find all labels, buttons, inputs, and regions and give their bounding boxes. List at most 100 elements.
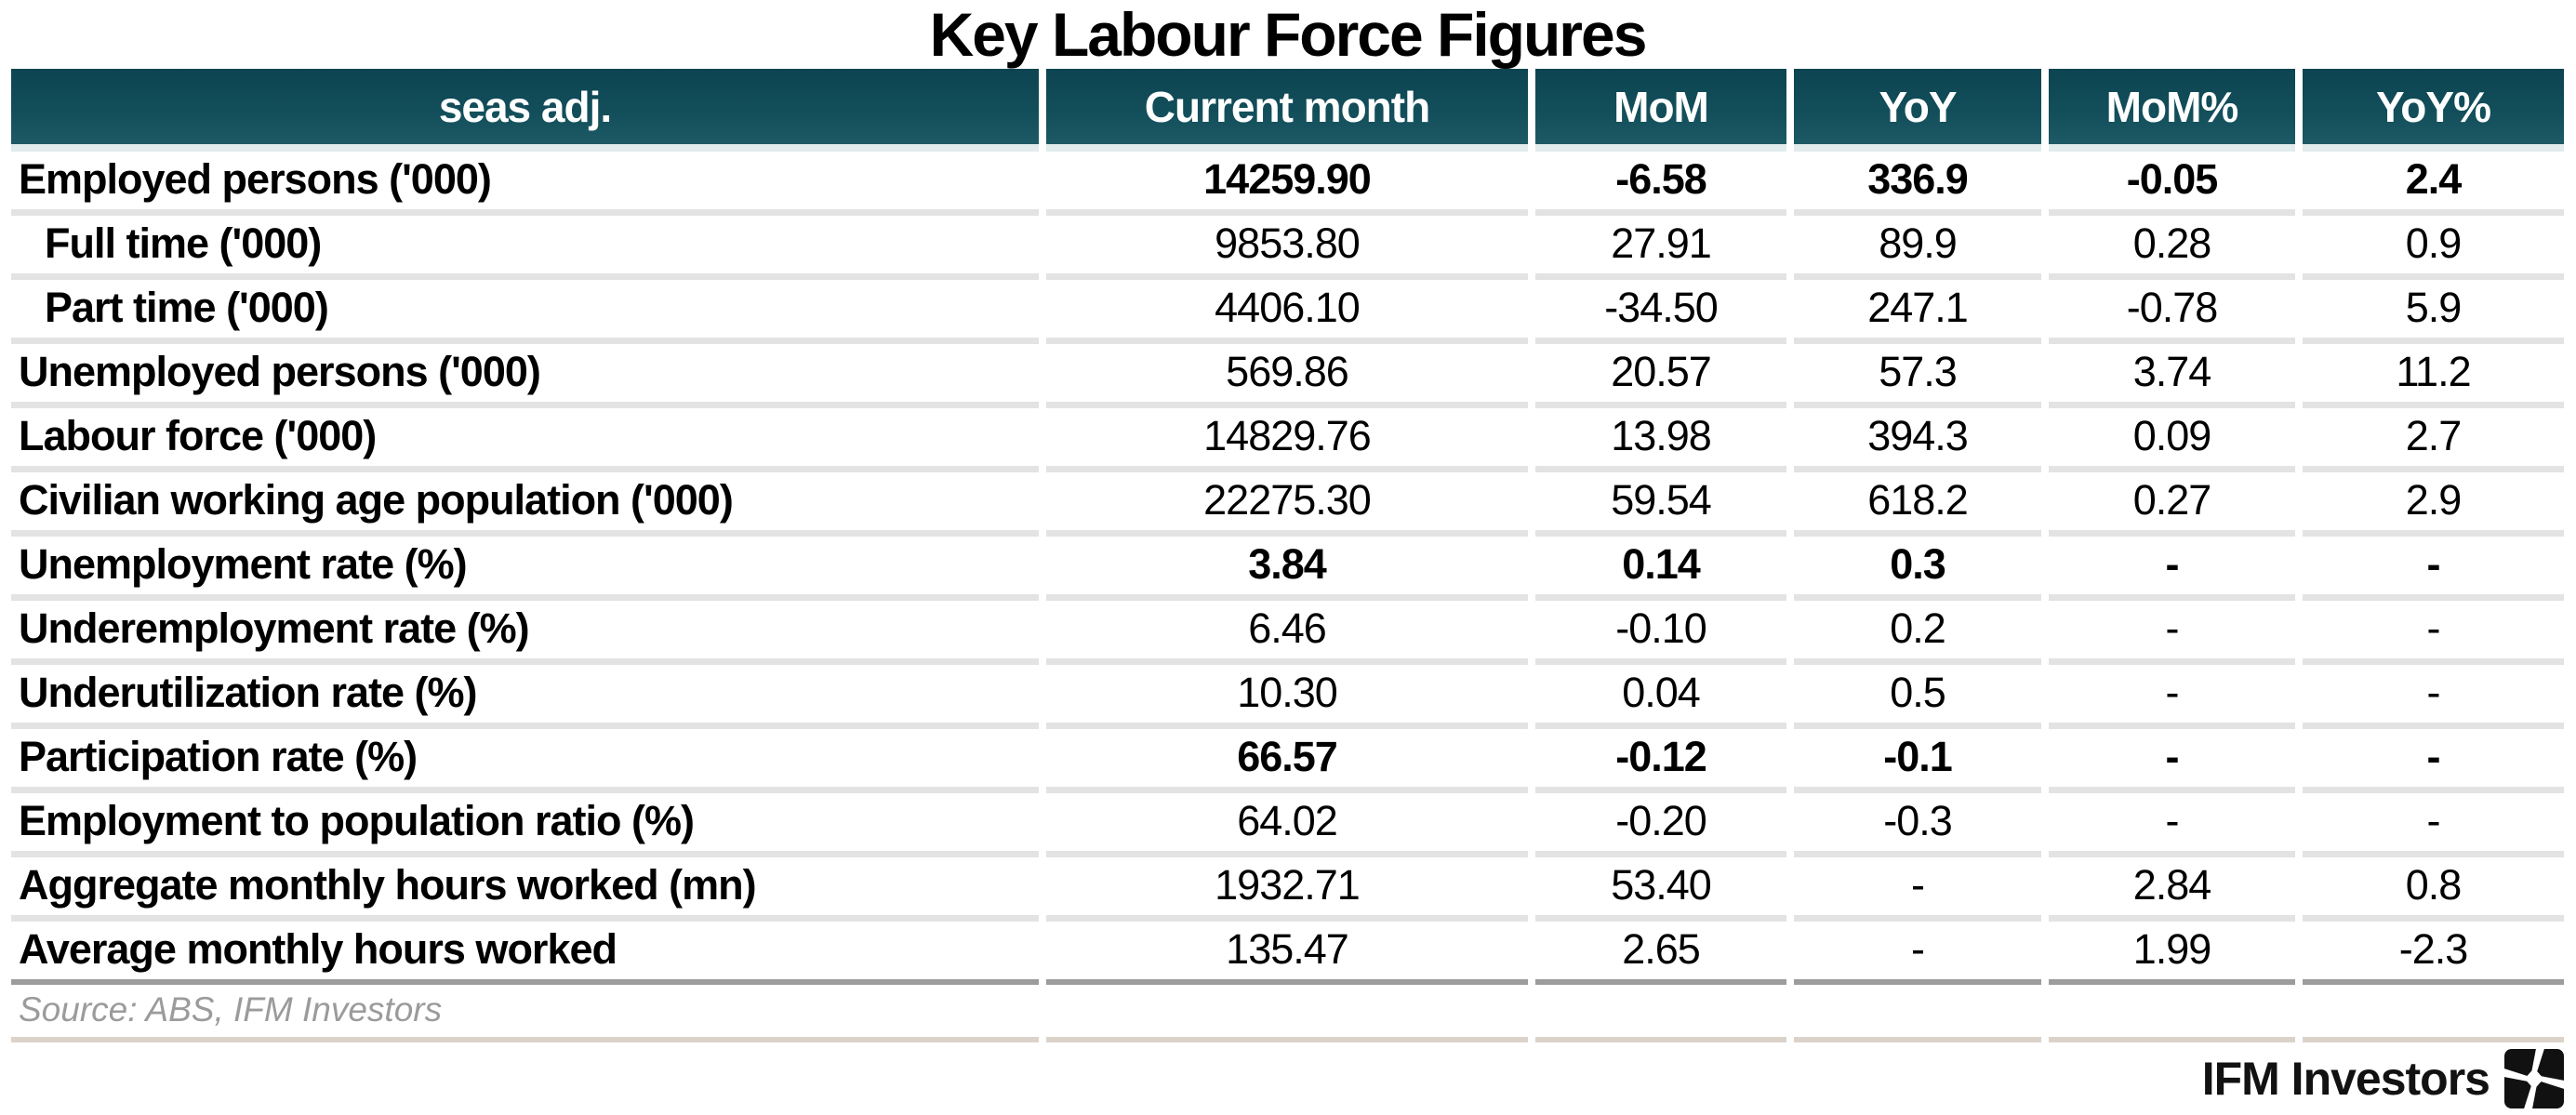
table-row: Employment to population ratio (%) 64.02-… [11, 793, 2564, 857]
row-label: Underemployment rate (%) [11, 601, 1039, 665]
row-value: 336.9 [1794, 152, 2041, 216]
table-header-row: seas adj. Current month MoM YoY MoM% YoY% [11, 69, 2564, 152]
table-row: Underemployment rate (%) 6.46 -0.10 0.2- - [11, 601, 2564, 665]
row-value: 247.1 [1794, 280, 2041, 344]
row-value: 11.2 [2303, 344, 2564, 408]
row-value: 2.84 [2049, 857, 2295, 922]
row-value: - [2303, 729, 2564, 793]
column-header-3: YoY [1794, 69, 2041, 152]
row-value: 2.4 [2303, 152, 2564, 216]
row-value: - [2303, 793, 2564, 857]
row-value: 89.9 [1794, 216, 2041, 280]
row-value: 1.99 [2049, 922, 2295, 985]
table-row: Employed persons ('000) 14259.90 -6.58 336.… [11, 152, 2564, 216]
row-value: 14829.76 [1046, 408, 1528, 472]
column-header-4: MoM% [2049, 69, 2295, 152]
row-label: Civilian working age population ('000) [11, 472, 1039, 537]
source-row-spacer [1794, 985, 2041, 1042]
row-value: -0.05 [2049, 152, 2295, 216]
source-row-spacer [2049, 985, 2295, 1042]
row-value: 0.9 [2303, 216, 2564, 280]
row-value: 1932.71 [1046, 857, 1528, 922]
column-header-5: YoY% [2303, 69, 2564, 152]
table-row: Average monthly hours worked 135.47 2.65-1… [11, 922, 2564, 985]
row-label: Employed persons ('000) [11, 152, 1039, 216]
row-value: 57.3 [1794, 344, 2041, 408]
row-value: - [2049, 665, 2295, 729]
row-label: Employment to population ratio (%) [11, 793, 1039, 857]
row-value: 2.9 [2303, 472, 2564, 537]
page-title: Key Labour Force Figures [929, 0, 1648, 69]
table-row: Full time ('000) 9853.80 27.91 89.9 0.28 0.9 [11, 216, 2564, 280]
source-row-spacer [1535, 985, 1786, 1042]
row-value: 13.98 [1535, 408, 1786, 472]
table-row: Participation rate (%) 66.57 -0.12 -0.1- - [11, 729, 2564, 793]
row-label: Average monthly hours worked [11, 922, 1039, 985]
row-value: -0.1 [1794, 729, 2041, 793]
column-header-0: seas adj. [11, 69, 1039, 152]
row-value: 0.04 [1535, 665, 1786, 729]
row-label: Part time ('000) [11, 280, 1039, 344]
row-value: 0.2 [1794, 601, 2041, 665]
row-label: Labour force ('000) [11, 408, 1039, 472]
source-row-spacer [1046, 985, 1528, 1042]
table-row: Unemployed persons ('000) 569.86 20.57 57.3… [11, 344, 2564, 408]
row-value: 20.57 [1535, 344, 1786, 408]
brand-wordmark: IFM Investors [2201, 1053, 2490, 1105]
row-value: 0.09 [2049, 408, 2295, 472]
row-value: -0.3 [1794, 793, 2041, 857]
row-label: Unemployment rate (%) [11, 537, 1039, 601]
row-value: - [2049, 537, 2295, 601]
row-value: - [2303, 537, 2564, 601]
row-value: 14259.90 [1046, 152, 1528, 216]
row-value: 135.47 [1046, 922, 1528, 985]
row-label: Underutilization rate (%) [11, 665, 1039, 729]
row-value: 618.2 [1794, 472, 2041, 537]
row-value: 0.8 [2303, 857, 2564, 922]
column-header-1: Current month [1046, 69, 1528, 152]
row-value: 5.9 [2303, 280, 2564, 344]
row-value: 10.30 [1046, 665, 1528, 729]
source-row: Source: ABS, IFM Investors [11, 985, 2564, 1042]
row-value: 569.86 [1046, 344, 1528, 408]
row-value: 0.14 [1535, 537, 1786, 601]
table-row: Part time ('000) 4406.10 -34.50 247.1 -0.78 5… [11, 280, 2564, 344]
table-row: Underutilization rate (%) 10.30 0.04 0.5- - [11, 665, 2564, 729]
row-value: 27.91 [1535, 216, 1786, 280]
row-value: -0.10 [1535, 601, 1786, 665]
row-value: 0.3 [1794, 537, 2041, 601]
column-header-2: MoM [1535, 69, 1786, 152]
row-value: 0.28 [2049, 216, 2295, 280]
row-value: - [1794, 857, 2041, 922]
table-row: Civilian working age population ('000) 22… [11, 472, 2564, 537]
row-value: -0.20 [1535, 793, 1786, 857]
footer-branding: IFM Investors [11, 1042, 2564, 1115]
row-value: 9853.80 [1046, 216, 1528, 280]
row-value: -2.3 [2303, 922, 2564, 985]
row-value: - [2049, 729, 2295, 793]
row-value: 3.84 [1046, 537, 1528, 601]
row-value: 0.27 [2049, 472, 2295, 537]
row-value: -0.78 [2049, 280, 2295, 344]
row-value: 53.40 [1535, 857, 1786, 922]
row-value: 22275.30 [1046, 472, 1528, 537]
row-value: 394.3 [1794, 408, 2041, 472]
row-label: Unemployed persons ('000) [11, 344, 1039, 408]
row-value: - [2049, 601, 2295, 665]
source-note: Source: ABS, IFM Investors [11, 985, 1039, 1042]
row-value: 59.54 [1535, 472, 1786, 537]
row-value: 4406.10 [1046, 280, 1528, 344]
row-value: 3.74 [2049, 344, 2295, 408]
row-value: - [2303, 665, 2564, 729]
row-label: Participation rate (%) [11, 729, 1039, 793]
row-value: 2.65 [1535, 922, 1786, 985]
table-row: Labour force ('000) 14829.76 13.98 394.3 0.0… [11, 408, 2564, 472]
row-value: -6.58 [1535, 152, 1786, 216]
row-label: Full time ('000) [11, 216, 1039, 280]
row-value: 6.46 [1046, 601, 1528, 665]
row-value: - [2049, 793, 2295, 857]
table-row: Aggregate monthly hours worked (mn) 1932.… [11, 857, 2564, 922]
table-row: Unemployment rate (%) 3.84 0.14 0.3- - [11, 537, 2564, 601]
row-value: 0.5 [1794, 665, 2041, 729]
